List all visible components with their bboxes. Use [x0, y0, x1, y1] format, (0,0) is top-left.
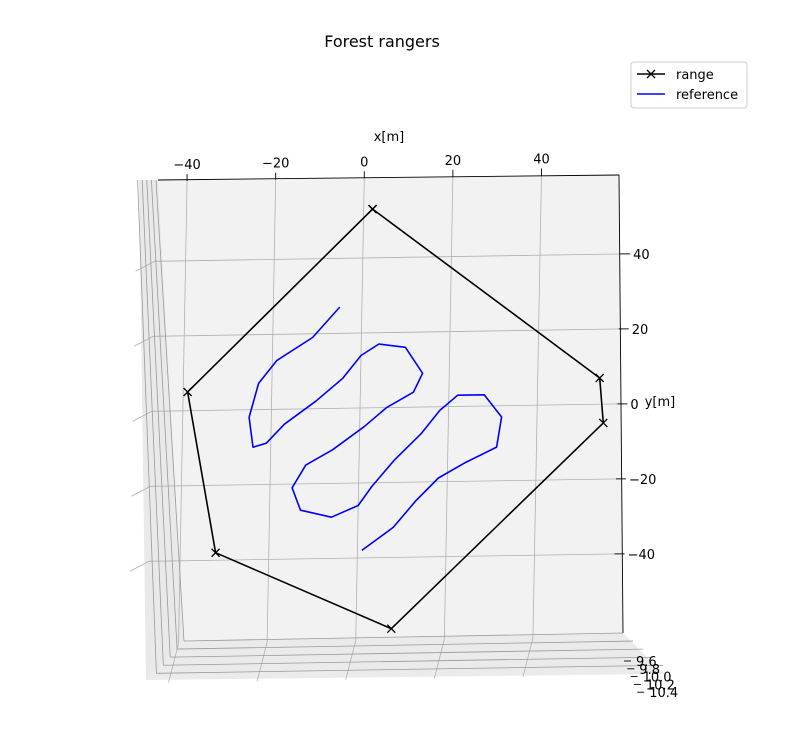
- data-point-range: [598, 418, 608, 428]
- z-edge-bottom: [183, 632, 624, 642]
- x-gridline: [355, 178, 365, 641]
- y-gridline-z: [135, 260, 155, 272]
- xz-pane-bottom: [146, 633, 664, 680]
- z-edge-bottom: [163, 656, 654, 666]
- x-tick-label: 20: [445, 154, 462, 169]
- x-gridline: [178, 181, 188, 644]
- series-layer: [183, 204, 608, 634]
- data-point-range: [183, 387, 193, 397]
- y-gridline-z: [131, 485, 151, 497]
- chart-title: Forest rangers: [324, 32, 440, 51]
- y-tick-label: 20: [632, 323, 649, 338]
- data-point-range: [595, 373, 605, 383]
- x-gridline-z: [433, 639, 445, 679]
- x-axis-label: x[m]: [374, 130, 405, 145]
- x-tick-label: −20: [262, 157, 289, 172]
- z-tick-label: 10.0: [643, 671, 672, 686]
- x-gridline-z: [345, 640, 357, 680]
- z-edge-left: [155, 179, 185, 642]
- x-gridline-z: [168, 643, 179, 683]
- legend: range reference: [630, 61, 748, 109]
- x-tick-label: 0: [360, 155, 368, 170]
- y-tick-label: −40: [628, 548, 655, 563]
- xy-pane: [158, 175, 623, 641]
- legend-range-marker: [646, 69, 656, 79]
- x-tick-label: 40: [533, 152, 550, 167]
- x-tick-label: −40: [173, 158, 200, 173]
- y-gridline: [148, 553, 619, 562]
- y-gridline: [153, 328, 623, 337]
- z-edge-bottom: [177, 640, 634, 650]
- y-gridline: [150, 478, 620, 487]
- xz-pane-left: [139, 180, 184, 680]
- y-gridline-z: [132, 410, 152, 422]
- y-axis-label: y[m]: [645, 395, 676, 410]
- z-edge-left: [137, 179, 157, 674]
- z-tick-label: 9.8: [639, 663, 660, 678]
- x-axis-line: [157, 174, 620, 181]
- z-edge-bottom: [156, 664, 664, 674]
- x-gridline-z: [256, 642, 268, 682]
- x-gridline: [266, 179, 277, 643]
- y-tick-label: 40: [633, 248, 650, 263]
- x-gridline-z: [522, 637, 534, 678]
- data-point-range: [386, 624, 396, 634]
- tick-layer: −40 −20 0 20 40 40 20 0 −20 −40 9.69.810.010.210.4: [173, 152, 678, 701]
- y-tick-label: 0: [630, 398, 638, 413]
- y-gridline: [154, 253, 625, 262]
- z-tick-label: 10.4: [649, 686, 678, 701]
- data-point-range: [368, 204, 378, 214]
- z-edge-left: [151, 179, 178, 650]
- legend-label-reference: reference: [676, 88, 738, 103]
- z-edge-left: [141, 179, 164, 666]
- z-edge-bottom: [170, 648, 644, 658]
- y-gridline-z: [129, 560, 150, 572]
- x-gridline: [532, 175, 542, 638]
- series-line-reference: [248, 306, 503, 552]
- y-tick-label: −20: [629, 473, 656, 488]
- z-tick-label: 10.2: [646, 678, 675, 693]
- data-point-range: [211, 548, 221, 558]
- z-tick-label: 9.6: [636, 655, 657, 670]
- z-edge-left: [146, 179, 171, 658]
- legend-label-range: range: [676, 68, 714, 83]
- x-gridline: [443, 176, 454, 640]
